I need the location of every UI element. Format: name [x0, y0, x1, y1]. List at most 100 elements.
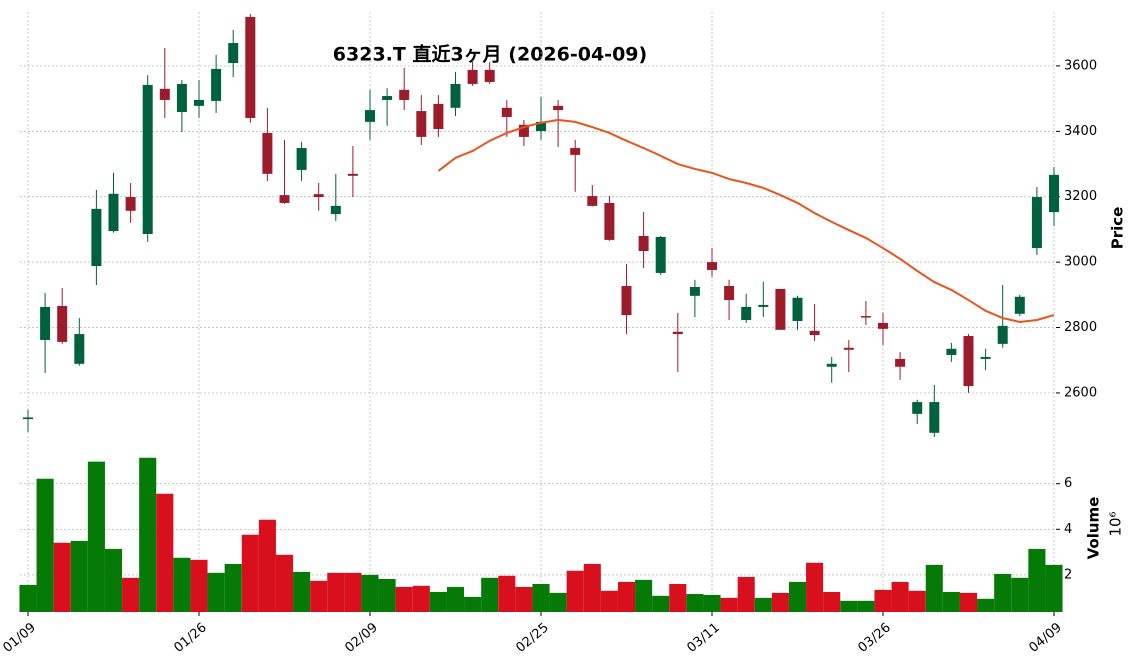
volume-bar — [737, 576, 755, 612]
x-tick-label: 03/11 — [684, 620, 722, 656]
candle-body — [963, 336, 974, 387]
candle-body — [775, 288, 786, 330]
volume-bar — [942, 591, 960, 612]
candle-body — [142, 84, 153, 235]
candle-body — [655, 236, 666, 273]
y-axis-label: Price — [1109, 207, 1127, 250]
candle-body — [228, 43, 239, 64]
candle-body — [672, 331, 683, 335]
volume-bar — [310, 580, 328, 612]
volume-bar — [874, 589, 892, 612]
volume-bar — [788, 581, 807, 612]
volume-bar — [481, 577, 499, 612]
volume-bar — [635, 579, 653, 612]
candle-body — [929, 402, 940, 433]
candle-body — [57, 305, 68, 342]
volume-bar — [258, 519, 276, 612]
candle-body — [125, 197, 136, 211]
volume-bar — [446, 586, 465, 612]
candle-body — [980, 356, 991, 359]
candle-body — [176, 83, 187, 113]
x-tick-label: 01/09 — [0, 620, 38, 656]
candle-body — [1014, 296, 1025, 314]
volume-bar — [224, 563, 242, 612]
volume-bar — [857, 600, 875, 612]
candle-body — [450, 83, 461, 108]
volume-axis-label: Volume — [1085, 497, 1103, 560]
candle-body — [912, 402, 923, 414]
volume-bar — [566, 570, 584, 612]
volume-bar — [241, 534, 259, 612]
candle-body — [1049, 174, 1059, 213]
candle-body — [433, 103, 444, 130]
volume-bar — [994, 573, 1012, 612]
volume-bar — [378, 578, 396, 612]
candle-body — [484, 69, 495, 82]
candle-body — [518, 124, 529, 137]
volume-bar — [36, 478, 54, 612]
candle-body — [501, 107, 512, 117]
volume-bar — [891, 581, 909, 612]
candle-body — [553, 105, 564, 111]
candle-body — [211, 68, 222, 101]
candle-body — [860, 316, 871, 318]
candle-body — [895, 358, 906, 367]
volume-bar — [925, 564, 943, 612]
candle-body — [399, 89, 410, 100]
volume-tick-label: 6 — [1064, 476, 1072, 491]
volume-bar — [327, 572, 345, 612]
volume-tick-label: 4 — [1064, 522, 1072, 537]
candle-body — [724, 285, 735, 301]
volume-bar — [429, 591, 447, 612]
volume-bar — [652, 595, 670, 612]
x-tick-label: 02/09 — [342, 620, 380, 656]
volume-bar — [977, 598, 995, 612]
candle-body — [758, 304, 769, 307]
candle-body — [878, 322, 888, 329]
volume-bar — [464, 596, 482, 612]
y-tick-label: 3000 — [1064, 255, 1097, 270]
volume-bar — [720, 597, 738, 612]
candle-body — [330, 205, 341, 215]
volume-bar — [87, 461, 105, 612]
candle-body — [40, 306, 51, 340]
volume-bar — [139, 457, 157, 612]
volume-bar — [549, 592, 567, 612]
volume-bar — [532, 583, 550, 612]
volume-bar — [840, 600, 858, 612]
volume-bar — [669, 583, 687, 612]
candle-body — [792, 297, 803, 321]
volume-bar — [908, 590, 926, 612]
candle-body — [570, 148, 581, 155]
chart-title: 6323.T 直近3ヶ月 (2026-04-09) — [333, 43, 647, 66]
volume-bar — [806, 562, 824, 612]
volume-bar — [771, 592, 789, 612]
volume-bar — [515, 586, 533, 612]
x-tick-label: 01/26 — [171, 620, 209, 656]
volume-bar — [207, 572, 225, 612]
x-tick-label: 03/26 — [855, 620, 893, 656]
volume-tick-label: 2 — [1064, 567, 1072, 582]
candle-body — [946, 348, 957, 355]
candle-body — [997, 325, 1008, 344]
volume-bar — [686, 594, 704, 612]
candle-body — [536, 121, 546, 132]
candle-body — [467, 69, 478, 84]
candle-body — [347, 173, 358, 176]
volume-bar — [190, 559, 208, 612]
candle-body — [689, 286, 700, 296]
moving-average — [437, 118, 1055, 323]
candle-body — [74, 334, 85, 364]
volume-bar — [823, 591, 841, 612]
candle-body — [262, 132, 273, 174]
volume-bar — [1028, 548, 1046, 612]
volume-bar — [959, 592, 978, 612]
volume-bar — [361, 574, 379, 612]
candle-body — [638, 235, 649, 252]
volume-bar — [70, 540, 88, 612]
volume-scale-label: 10⁶ — [1107, 511, 1125, 536]
volume-bar — [293, 571, 311, 612]
candle-body — [91, 208, 102, 267]
candle-body — [108, 193, 119, 232]
